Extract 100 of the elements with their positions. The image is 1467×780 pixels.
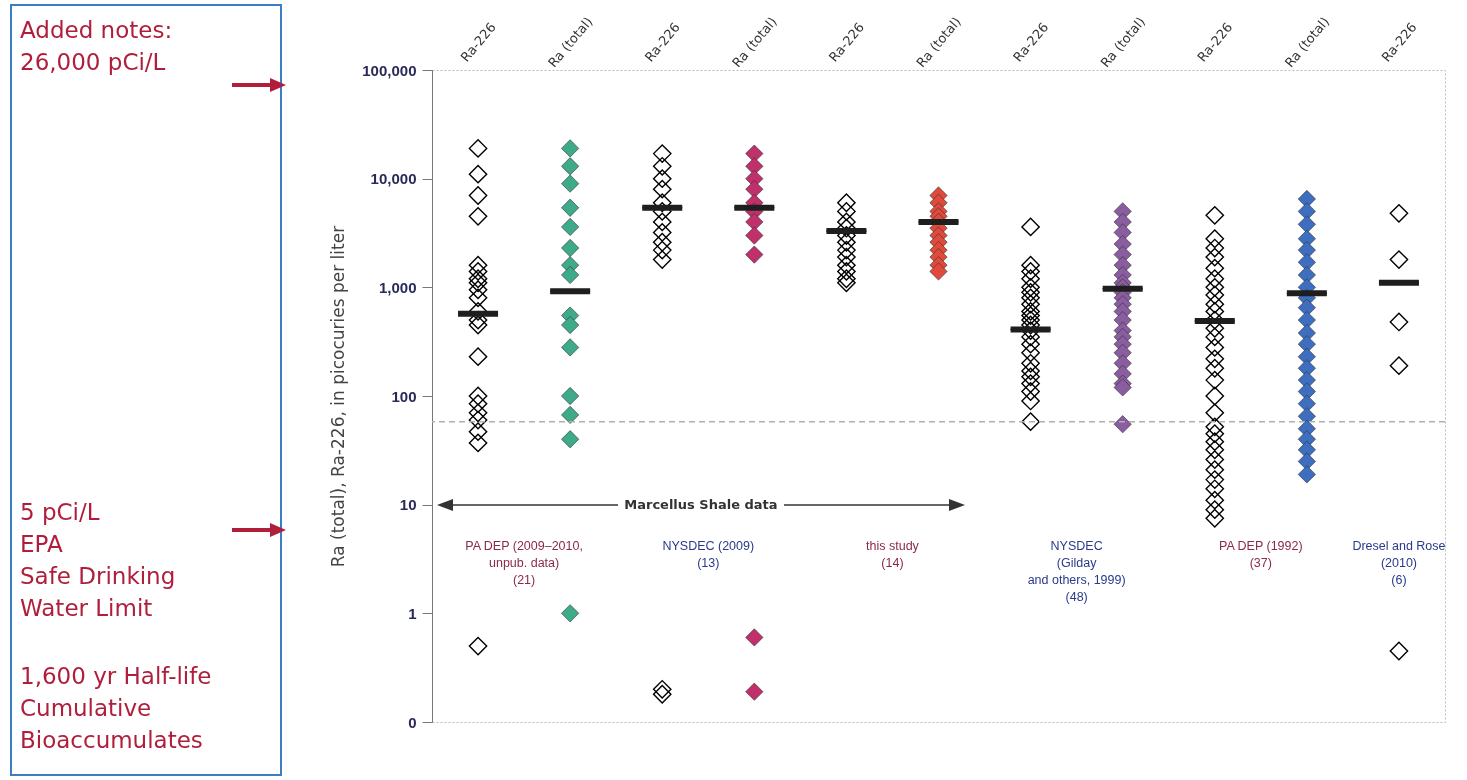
- point: [1205, 285, 1225, 305]
- point: [1021, 217, 1040, 237]
- point: [1389, 250, 1409, 269]
- point: [1021, 361, 1040, 381]
- point: [468, 347, 488, 367]
- point: [1205, 229, 1225, 249]
- point: [1021, 269, 1040, 289]
- point: [561, 265, 580, 284]
- point: [837, 262, 856, 281]
- point: [561, 316, 580, 334]
- point: [1205, 432, 1225, 452]
- point: [652, 250, 672, 269]
- point: [745, 628, 764, 647]
- point: [1021, 353, 1040, 373]
- point: [1389, 641, 1409, 661]
- point: [1205, 294, 1225, 314]
- point: [561, 430, 580, 449]
- point: [561, 405, 580, 424]
- text: 5 pCi/L EPA Safe Drinking Water Limit: [20, 498, 176, 623]
- point: [652, 179, 672, 199]
- point: [1021, 262, 1040, 281]
- point: [1205, 269, 1225, 289]
- point: [1205, 247, 1225, 267]
- point: [468, 288, 488, 308]
- y-tick-label: 100,000: [362, 61, 417, 79]
- text: Added notes: 26,000 pCi/L: [20, 16, 173, 77]
- point: [561, 239, 580, 257]
- point: [1205, 479, 1225, 499]
- point: [1021, 282, 1040, 302]
- point: [468, 206, 488, 226]
- point: [1021, 343, 1040, 363]
- point: [468, 186, 488, 205]
- point: [1021, 391, 1040, 411]
- point: [468, 280, 488, 300]
- point: [468, 255, 488, 275]
- point: [468, 315, 488, 335]
- point: [1021, 334, 1040, 354]
- point: [1021, 321, 1040, 340]
- point: [837, 255, 856, 275]
- annotation: NYSDEC (2009) (13): [662, 539, 755, 570]
- point: [468, 422, 488, 441]
- point: [652, 684, 672, 704]
- point: [468, 394, 488, 414]
- point: [1389, 356, 1409, 376]
- point: [561, 338, 580, 357]
- point: [561, 604, 580, 623]
- point: [1205, 302, 1225, 321]
- annotation: Dresel and Rose (2010) (6): [1352, 539, 1446, 587]
- y-tick-label: 1: [408, 604, 417, 622]
- point: [1113, 415, 1132, 434]
- point: [837, 240, 856, 260]
- point: [837, 193, 856, 213]
- point: [652, 156, 672, 176]
- point: [652, 240, 672, 260]
- point: [1297, 465, 1316, 484]
- point: [1021, 302, 1040, 321]
- point: [468, 164, 488, 184]
- point: [837, 232, 856, 252]
- y-axis-title: Ra (total), Ra-226, in picocuries per liter: [328, 225, 349, 568]
- point: [561, 217, 580, 236]
- text: 1,600 yr Half-life Cumulative Bioaccumulates: [20, 662, 212, 755]
- y-tick-label: 1,000: [378, 278, 417, 296]
- point: [1205, 386, 1225, 406]
- point: [652, 232, 672, 252]
- point: [1205, 338, 1225, 357]
- point: [1021, 367, 1040, 387]
- point: [1205, 349, 1225, 369]
- y-tick-label: 10: [399, 496, 417, 514]
- point: [745, 212, 764, 231]
- point: [1205, 205, 1225, 225]
- annotation: PA DEP (2009–2010, unpub. data) (21): [465, 539, 583, 587]
- point: [1205, 508, 1225, 528]
- point: [468, 262, 488, 281]
- point: [1205, 424, 1225, 444]
- point: [561, 157, 580, 176]
- point: [468, 410, 488, 430]
- point: [652, 212, 672, 232]
- y-tick-label: 10,000: [370, 170, 417, 188]
- point: [1021, 288, 1040, 308]
- point: [1205, 440, 1225, 460]
- annotation: this study (14): [866, 539, 920, 570]
- point: [837, 247, 856, 267]
- point: [1021, 294, 1040, 314]
- annotation: Marcellus Shale data: [618, 494, 784, 516]
- point: [1021, 306, 1040, 325]
- point: [468, 403, 488, 423]
- point: [1389, 312, 1409, 332]
- point: [1205, 500, 1225, 519]
- point: [837, 269, 856, 289]
- point: [1021, 412, 1040, 432]
- point: [652, 144, 672, 163]
- y-tick-label: 100: [391, 387, 417, 405]
- point: [1205, 258, 1225, 278]
- point: [652, 223, 672, 242]
- point: [929, 262, 948, 281]
- point: [837, 202, 856, 221]
- point: [1205, 277, 1225, 297]
- point: [561, 387, 580, 405]
- point: [468, 636, 488, 656]
- point: [468, 433, 488, 453]
